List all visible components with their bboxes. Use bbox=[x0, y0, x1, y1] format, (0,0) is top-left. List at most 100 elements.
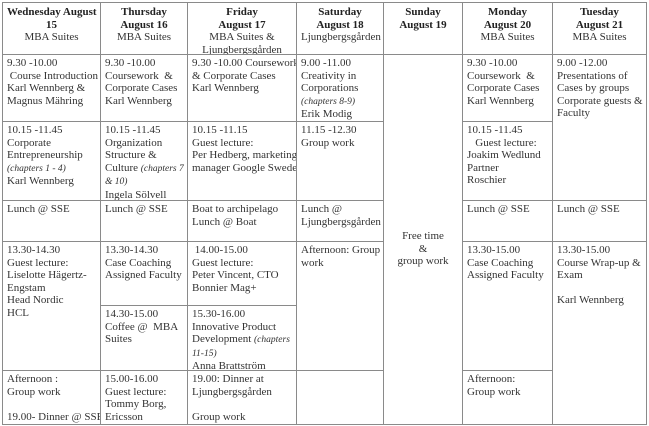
chapters-note: (chapters 8-9) bbox=[301, 96, 356, 107]
schedule-cell-mon2: 10.15 -11.45 Guest lecture: Joakim Wedlun… bbox=[462, 121, 553, 201]
text: Group work bbox=[192, 410, 246, 423]
cell-line: Case Coaching bbox=[467, 257, 548, 270]
text: Corporate Cases bbox=[467, 82, 540, 95]
day-title: Sunday bbox=[405, 6, 441, 18]
venue: MBA Suites bbox=[24, 31, 79, 44]
cell-line: Peter Vincent, CTO bbox=[192, 269, 292, 282]
cell-line: Ljungbergsgården bbox=[301, 215, 381, 229]
cell-line: 14.30-15.00 bbox=[105, 308, 183, 321]
cell-line: Afternoon : bbox=[7, 373, 96, 386]
cell-line: Group work bbox=[7, 386, 96, 399]
cell-line: Guest lecture: bbox=[192, 137, 292, 150]
schedule-cell-thu3: Lunch @ SSE bbox=[100, 200, 188, 242]
text: Ljungbergsgården bbox=[192, 385, 272, 398]
text: Structure & bbox=[105, 149, 157, 162]
day-header: Monday August 20 MBA Suites bbox=[462, 2, 553, 55]
text: Engstam bbox=[7, 281, 46, 294]
cell-line: Erik Modig bbox=[301, 108, 379, 121]
text: 9.00 -11.00 bbox=[301, 57, 352, 69]
text: Ljungbergsgården bbox=[301, 215, 381, 228]
text: Head Nordic bbox=[7, 294, 64, 307]
cell-line: 13.30-14.30 bbox=[105, 244, 183, 257]
day-title: Tuesday bbox=[580, 6, 619, 18]
text: 9.30 -10.00 bbox=[7, 57, 58, 69]
text: Lunch @ SSE bbox=[557, 203, 620, 215]
text: Erik Modig bbox=[301, 108, 353, 121]
schedule-cell-fri5: 15.30-16.00 Innovative Product Development… bbox=[187, 305, 297, 373]
schedule-cell-fri2: 10.15 -11.15 Guest lecture: Per Hedberg, m… bbox=[187, 121, 303, 201]
text: group work bbox=[397, 255, 449, 268]
cell-line: Coursework & bbox=[105, 70, 183, 83]
cell-line: 10.15 -11.45 bbox=[467, 124, 548, 137]
cell-line: 14.00-15.00 bbox=[192, 244, 292, 257]
text: Entrepreneurship bbox=[7, 149, 83, 162]
cell-line: Group work bbox=[467, 386, 548, 399]
text: & bbox=[418, 242, 428, 255]
cell-line: Lunch @ SSE bbox=[557, 203, 642, 216]
schedule-cell-thu4: 13.30-14.30 Case Coaching Assigned Faculty bbox=[100, 241, 188, 306]
text: 13.30-15.00 bbox=[467, 244, 521, 256]
text: Corporate Cases bbox=[105, 82, 178, 95]
text: Guest lecture: bbox=[105, 385, 167, 398]
day-title: August 19 bbox=[399, 18, 447, 31]
chapters-note: & 10) bbox=[105, 177, 128, 188]
text: Culture bbox=[105, 161, 141, 174]
cell-line: 19.00: Dinner at bbox=[192, 373, 292, 386]
cell-line: Lunch @ SSE bbox=[105, 203, 183, 216]
text: Ingela Sölvell bbox=[105, 188, 167, 201]
chapters-note: (chapters bbox=[254, 335, 290, 346]
day-title: 15 bbox=[46, 18, 57, 31]
cell-line: Group work bbox=[192, 411, 292, 424]
text: Faculty bbox=[557, 107, 590, 120]
text: & Corporate Cases bbox=[192, 69, 276, 82]
venue: MBA Suites bbox=[116, 31, 172, 44]
cell-line: (chapters 8-9) bbox=[301, 95, 379, 109]
text: Bonnier Mag+ bbox=[192, 281, 257, 294]
text: 9.30 -10.00 bbox=[467, 57, 518, 69]
text: 13.30-14.30 bbox=[7, 244, 61, 256]
cell-line: Cases by groups bbox=[557, 82, 642, 95]
cell-line: Corporate bbox=[7, 137, 96, 150]
cell-line: Joakim Wedlund bbox=[467, 149, 548, 162]
text: Roschier bbox=[467, 174, 507, 187]
text: Guest lecture: bbox=[192, 136, 254, 149]
cell-line: Structure & bbox=[105, 149, 183, 162]
cell-line: 11-15) bbox=[192, 347, 292, 361]
cell-line: Ericsson bbox=[105, 411, 183, 424]
text: Free time bbox=[402, 230, 444, 242]
day-title: August 17 bbox=[218, 18, 266, 31]
text: Guest lecture: bbox=[192, 256, 254, 269]
day-title: Friday bbox=[226, 6, 258, 18]
cell-line: 10.15 -11.45 bbox=[7, 124, 96, 137]
text: Creativity in bbox=[301, 69, 357, 82]
schedule-cell-thu6: 15.00-16.00 Guest lecture: Tommy Borg, Eric… bbox=[100, 370, 188, 425]
text: Anna Brattström bbox=[192, 360, 266, 373]
text: Presentations of bbox=[557, 69, 628, 82]
cell-line: group work bbox=[388, 255, 458, 268]
text: work bbox=[301, 256, 324, 269]
text: Case Coaching bbox=[467, 256, 534, 269]
cell-line: 13.30-15.00 bbox=[467, 244, 548, 257]
cell-line: Lunch @ SSE bbox=[7, 203, 96, 216]
cell-line: Ingela Sölvell bbox=[105, 189, 183, 202]
text: 14.00-15.00 bbox=[192, 244, 248, 256]
schedule-cell-sat3: Lunch @ Ljungbergsgården bbox=[296, 200, 384, 242]
day-title: August 18 bbox=[316, 18, 364, 31]
schedule-cell-thu2: 10.15 -11.45 Organization Structure & Cultu… bbox=[100, 121, 188, 201]
venue: Ljungbergsgården bbox=[202, 43, 282, 56]
text: Corporate guests & bbox=[557, 94, 643, 107]
day-header: Sunday August 19 bbox=[383, 2, 463, 55]
venue: MBA Suites bbox=[480, 31, 535, 44]
cell-line: work bbox=[301, 257, 379, 270]
text: Coffee @ MBA bbox=[105, 320, 179, 333]
chapters-note: 11-15) bbox=[192, 348, 217, 359]
text: 9.00 -12.00 bbox=[557, 57, 608, 69]
cell-line: Corporate guests & bbox=[557, 94, 643, 108]
text: 13.30-15.00 bbox=[557, 244, 611, 256]
text: 10.15 -11.15 bbox=[192, 124, 248, 136]
cell-line: Guest lecture: bbox=[192, 257, 292, 270]
cell-line: Course Introduction bbox=[7, 70, 98, 83]
cell-line: Coffee @ MBA bbox=[105, 321, 183, 334]
day-title: August 21 bbox=[575, 18, 624, 31]
cell-line: Karl Wennberg bbox=[557, 294, 642, 307]
